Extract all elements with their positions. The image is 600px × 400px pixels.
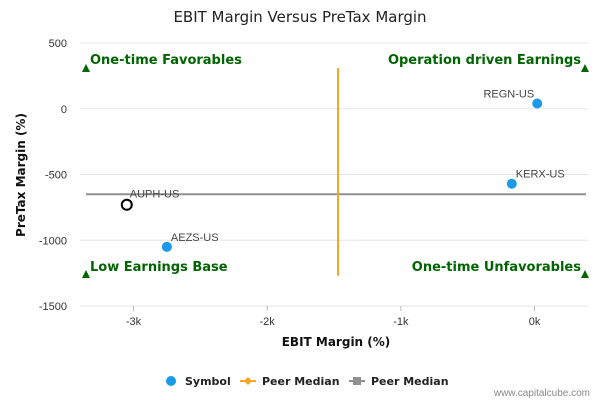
legend-item-label[interactable]: Peer Median <box>262 375 340 388</box>
x-tick-label: -1k <box>393 316 409 328</box>
y-tick-label: 0 <box>61 104 67 116</box>
x-tick-label: -3k <box>126 316 142 328</box>
legend-item-label[interactable]: Symbol <box>185 375 231 388</box>
credit-text: www.capitalcube.com <box>493 388 590 399</box>
quadrant-marker-bottom-left-icon <box>82 270 90 278</box>
data-point[interactable] <box>506 178 517 189</box>
axes: 500 0 -500 -1000 -1500 -3k -2k -1k 0k <box>39 38 541 328</box>
data-point-label: KERX-US <box>516 169 565 181</box>
y-tick-label: -1000 <box>39 235 67 247</box>
y-axis-title: PreTax Margin (%) <box>14 113 28 237</box>
quadrant-label-bottom-right: One-time Unfavorables <box>412 260 581 275</box>
quadrant-label-top-right: Operation driven Earnings <box>388 53 581 68</box>
x-axis-title: EBIT Margin (%) <box>282 335 391 349</box>
data-point-label: AUPH-US <box>130 189 180 201</box>
data-point-label: REGN-US <box>483 88 534 100</box>
legend: Symbol Peer Median Peer Median <box>166 375 449 388</box>
data-point[interactable] <box>532 98 543 109</box>
data-point[interactable] <box>161 241 172 252</box>
x-tick-label: -2k <box>260 316 276 328</box>
legend-diamond-icon <box>244 377 252 385</box>
peer-median-lines <box>86 67 586 276</box>
grid-lines <box>80 42 588 307</box>
data-point-label: AEZS-US <box>171 232 219 244</box>
quadrant-label-bottom-left: Low Earnings Base <box>90 260 228 275</box>
data-point[interactable] <box>120 198 133 211</box>
quadrant-labels: One-time Favorables Operation driven Earn… <box>82 53 589 278</box>
y-tick-label: 500 <box>49 38 67 50</box>
quadrant-marker-top-right-icon <box>581 64 589 72</box>
quadrant-label-top-left: One-time Favorables <box>90 53 242 68</box>
data-points: REGN-US KERX-US AUPH-US AEZS-US <box>120 88 565 252</box>
quadrant-marker-top-left-icon <box>82 64 90 72</box>
x-tick-label: 0k <box>529 316 541 328</box>
quadrant-marker-bottom-right-icon <box>581 270 589 278</box>
y-tick-label: -1500 <box>39 301 67 313</box>
legend-square-icon <box>353 377 361 385</box>
y-tick-label: -500 <box>45 170 67 182</box>
legend-item-label[interactable]: Peer Median <box>371 375 449 388</box>
chart-title: EBIT Margin Versus PreTax Margin <box>173 8 426 26</box>
legend-symbol-icon <box>166 376 176 386</box>
